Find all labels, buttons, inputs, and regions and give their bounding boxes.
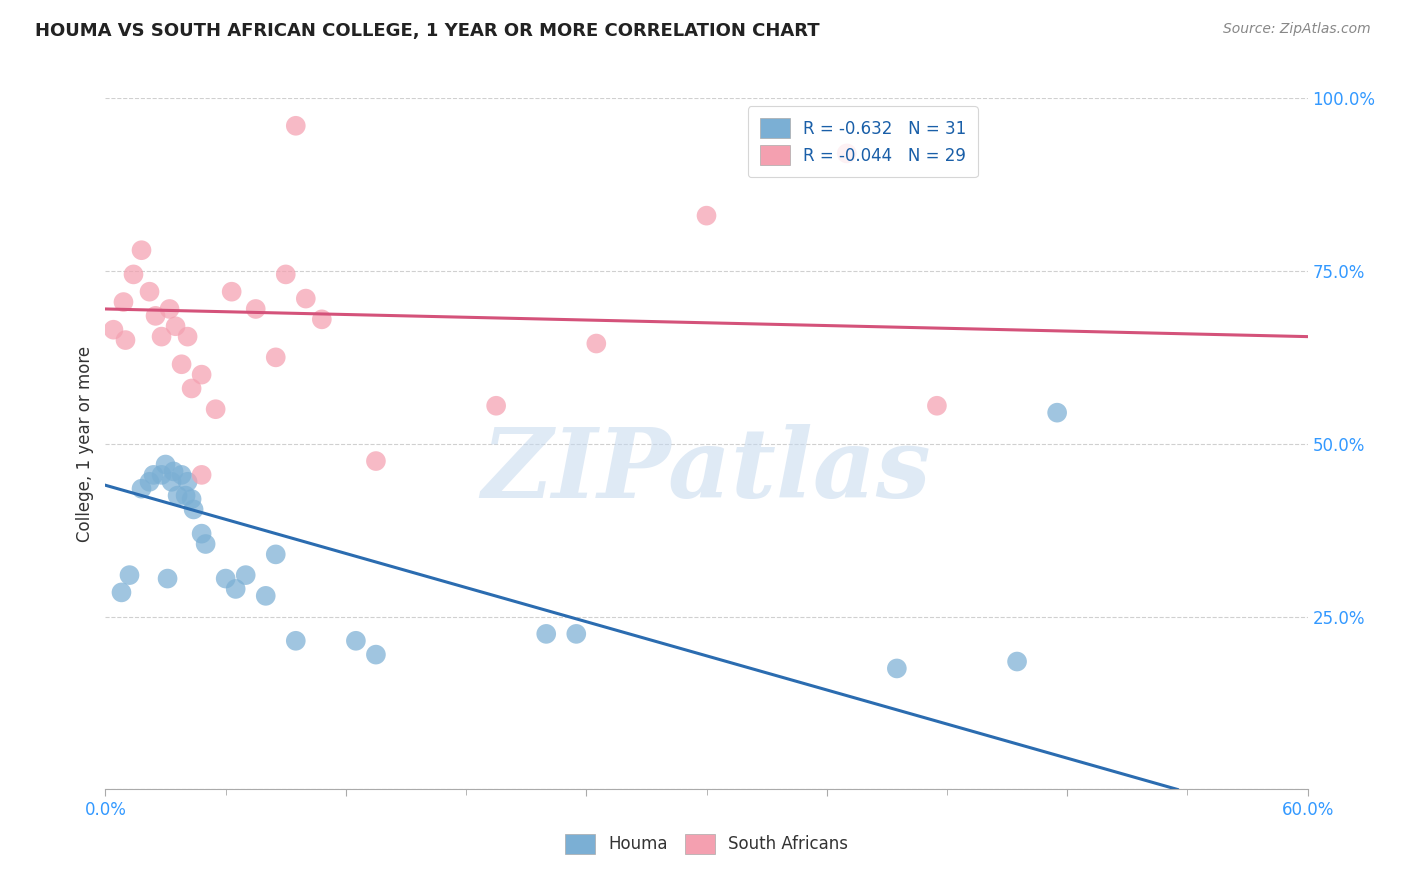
- Point: [156, 572, 179, 586]
- Point: [274, 268, 297, 282]
- Point: [174, 489, 197, 503]
- Point: [150, 329, 173, 343]
- Point: [138, 475, 160, 489]
- Point: [1005, 655, 1028, 669]
- Point: [264, 548, 287, 562]
- Point: [180, 382, 202, 396]
- Point: [204, 402, 226, 417]
- Point: [176, 475, 198, 489]
- Point: [925, 399, 948, 413]
- Point: [183, 502, 205, 516]
- Point: [565, 627, 588, 641]
- Point: [485, 399, 508, 413]
- Point: [284, 119, 307, 133]
- Point: [122, 268, 145, 282]
- Legend: Houma, South Africans: Houma, South Africans: [558, 827, 855, 861]
- Point: [131, 244, 153, 258]
- Text: HOUMA VS SOUTH AFRICAN COLLEGE, 1 YEAR OR MORE CORRELATION CHART: HOUMA VS SOUTH AFRICAN COLLEGE, 1 YEAR O…: [35, 22, 820, 40]
- Point: [112, 295, 135, 310]
- Point: [145, 309, 167, 323]
- Point: [142, 467, 165, 482]
- Point: [194, 537, 217, 551]
- Point: [364, 648, 387, 662]
- Point: [162, 465, 184, 479]
- Point: [190, 526, 212, 541]
- Point: [118, 568, 141, 582]
- Point: [295, 292, 318, 306]
- Point: [886, 661, 908, 675]
- Y-axis label: College, 1 year or more: College, 1 year or more: [76, 346, 94, 541]
- Point: [225, 582, 247, 596]
- Point: [176, 329, 198, 343]
- Point: [170, 357, 193, 371]
- Text: Source: ZipAtlas.com: Source: ZipAtlas.com: [1223, 22, 1371, 37]
- Point: [138, 285, 160, 299]
- Point: [254, 589, 277, 603]
- Point: [159, 301, 181, 316]
- Point: [221, 285, 243, 299]
- Point: [131, 482, 153, 496]
- Point: [110, 585, 132, 599]
- Point: [235, 568, 257, 582]
- Point: [245, 301, 267, 316]
- Point: [166, 489, 188, 503]
- Point: [214, 572, 236, 586]
- Point: [160, 475, 183, 489]
- Point: [150, 467, 173, 482]
- Point: [170, 467, 193, 482]
- Point: [835, 146, 858, 161]
- Point: [585, 336, 607, 351]
- Point: [180, 492, 202, 507]
- Point: [190, 467, 212, 482]
- Point: [103, 323, 125, 337]
- Point: [284, 633, 307, 648]
- Point: [344, 633, 367, 648]
- Text: ZIPatlas: ZIPatlas: [482, 425, 931, 518]
- Point: [264, 351, 287, 365]
- Point: [364, 454, 387, 468]
- Point: [696, 209, 718, 223]
- Point: [114, 333, 136, 347]
- Point: [311, 312, 333, 326]
- Point: [165, 319, 187, 334]
- Point: [190, 368, 212, 382]
- Point: [155, 458, 177, 472]
- Point: [1046, 406, 1069, 420]
- Point: [534, 627, 557, 641]
